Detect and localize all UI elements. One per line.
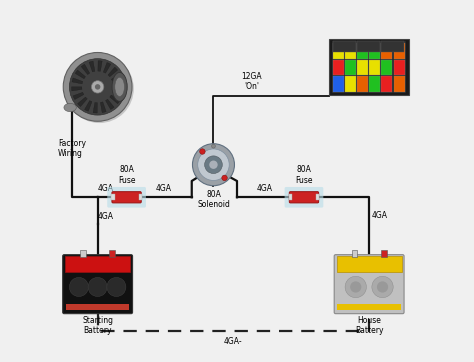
Bar [316, 194, 319, 201]
Text: House
Battery: House Battery [355, 316, 383, 335]
Ellipse shape [115, 77, 125, 97]
Bar [345, 76, 356, 92]
Bar [357, 76, 368, 92]
Bar [393, 60, 405, 75]
Bar [333, 42, 356, 52]
Wedge shape [81, 64, 90, 75]
Ellipse shape [69, 59, 126, 115]
FancyBboxPatch shape [289, 192, 319, 203]
Bar [393, 43, 405, 59]
Bar [333, 60, 344, 75]
Circle shape [222, 175, 227, 181]
Ellipse shape [95, 84, 100, 90]
Wedge shape [72, 78, 83, 84]
Bar [65, 256, 130, 272]
Ellipse shape [64, 104, 76, 111]
Circle shape [377, 281, 388, 292]
Circle shape [211, 144, 215, 148]
Circle shape [198, 149, 229, 181]
Circle shape [209, 160, 218, 169]
Bar [381, 42, 404, 52]
Ellipse shape [65, 54, 134, 123]
FancyBboxPatch shape [332, 41, 406, 93]
Circle shape [200, 149, 205, 154]
FancyBboxPatch shape [334, 255, 404, 313]
Circle shape [345, 276, 366, 298]
Wedge shape [108, 67, 118, 77]
Bar [333, 43, 344, 59]
FancyBboxPatch shape [63, 255, 133, 313]
Bar [357, 42, 380, 52]
Text: 80A
Solenoid: 80A Solenoid [197, 190, 230, 210]
Bar [369, 60, 380, 75]
Text: 4GA: 4GA [372, 211, 388, 220]
Text: 4GA: 4GA [98, 184, 114, 193]
Text: 12GA
'On': 12GA 'On' [241, 72, 262, 91]
Wedge shape [113, 83, 124, 87]
Wedge shape [89, 61, 95, 72]
Wedge shape [111, 74, 122, 81]
Text: 80A
Fuse: 80A Fuse [295, 165, 313, 185]
Wedge shape [72, 87, 82, 91]
Ellipse shape [91, 81, 104, 93]
Wedge shape [110, 95, 120, 104]
Bar [111, 194, 115, 201]
Wedge shape [98, 61, 102, 71]
Bar [333, 76, 344, 92]
Bar [357, 43, 368, 59]
Bar [369, 76, 380, 92]
Bar [289, 194, 292, 201]
Circle shape [205, 156, 222, 173]
Wedge shape [84, 101, 92, 111]
Text: 4GA-: 4GA- [224, 337, 243, 345]
FancyBboxPatch shape [112, 192, 141, 203]
Bar [381, 60, 392, 75]
Text: 4GA: 4GA [156, 184, 172, 193]
Bar [369, 43, 380, 59]
Bar [357, 60, 368, 75]
Bar [352, 251, 357, 257]
Circle shape [192, 144, 235, 186]
Bar [337, 304, 401, 310]
Wedge shape [73, 92, 84, 100]
Wedge shape [112, 90, 123, 96]
Text: 4GA: 4GA [256, 184, 273, 193]
Bar [381, 43, 392, 59]
Bar [66, 304, 129, 310]
Wedge shape [93, 102, 97, 113]
Circle shape [372, 276, 393, 298]
Wedge shape [103, 63, 111, 73]
Wedge shape [78, 97, 87, 106]
FancyBboxPatch shape [329, 39, 409, 95]
Bar [393, 76, 405, 92]
Circle shape [88, 277, 107, 296]
Circle shape [350, 281, 361, 292]
Text: Factory
Wiring: Factory Wiring [58, 139, 86, 158]
Ellipse shape [63, 52, 132, 121]
FancyBboxPatch shape [284, 187, 323, 208]
Text: 4GA: 4GA [98, 212, 114, 221]
Bar [138, 194, 142, 201]
Wedge shape [106, 99, 114, 110]
Bar [345, 60, 356, 75]
Bar [381, 76, 392, 92]
Circle shape [69, 277, 89, 296]
Wedge shape [100, 102, 106, 113]
Bar [337, 256, 401, 272]
Bar [381, 251, 387, 257]
Text: Starting
Battery: Starting Battery [82, 316, 113, 335]
Text: 80A
Fuse: 80A Fuse [118, 165, 136, 185]
Bar [345, 43, 356, 59]
Circle shape [107, 277, 126, 296]
Wedge shape [75, 70, 85, 79]
Bar [80, 251, 86, 257]
Bar [109, 251, 115, 257]
Ellipse shape [112, 72, 127, 101]
FancyBboxPatch shape [107, 187, 146, 208]
